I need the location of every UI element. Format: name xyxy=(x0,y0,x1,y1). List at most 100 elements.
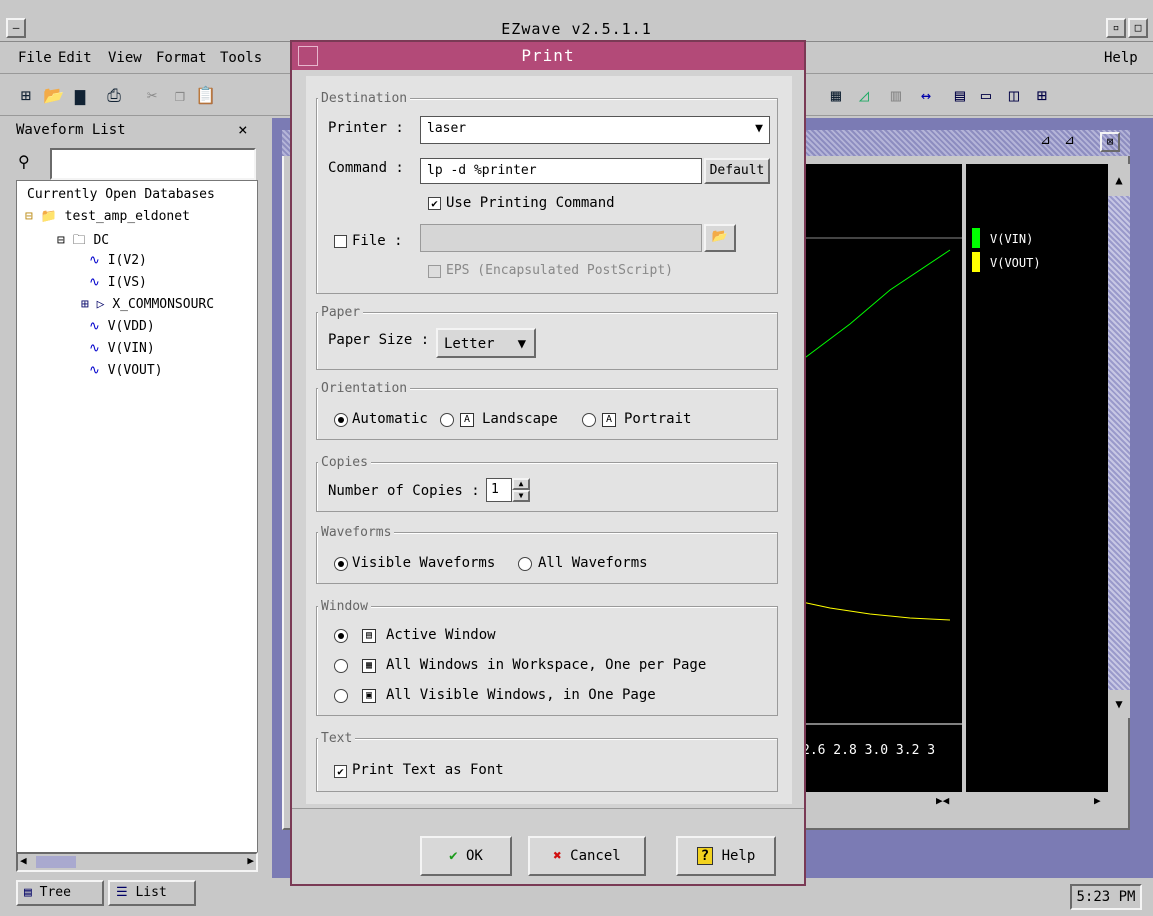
tree-item-db[interactable]: ⊟ 📁 test_amp_eldonet xyxy=(25,209,190,224)
binoculars-icon[interactable]: ⚲ xyxy=(18,152,30,171)
tab-label: Tree xyxy=(39,885,71,900)
help-label: Help xyxy=(721,848,756,864)
menu-view[interactable]: View xyxy=(108,50,142,66)
help-button[interactable]: ? Help xyxy=(676,836,776,876)
tree-item-subckt[interactable]: ⊞ ▷ X_COMMONSOURC xyxy=(81,297,214,312)
close-window-icon[interactable]: ⊠ xyxy=(1100,132,1120,152)
tab-list[interactable]: ☰ List xyxy=(108,880,196,906)
undock-icon[interactable]: ⊿ xyxy=(1064,133,1075,148)
tree-icon: ▤ xyxy=(24,885,32,900)
visible-windows-label: All Visible Windows, in One Page xyxy=(386,687,656,703)
file-checkbox[interactable] xyxy=(334,235,347,248)
print-text-as-font-checkbox[interactable]: ✔ xyxy=(334,765,347,778)
spin-up-icon[interactable]: ▲ xyxy=(512,478,530,490)
paper-group xyxy=(316,312,778,370)
save-icon[interactable]: ▆ xyxy=(74,86,86,106)
tile-icon[interactable]: ▤ xyxy=(954,86,966,106)
tree-root-label: Currently Open Databases xyxy=(27,187,215,202)
orientation-automatic-radio[interactable] xyxy=(334,413,348,427)
wave-icon: ∿ xyxy=(89,341,100,356)
default-button[interactable]: Default xyxy=(704,158,770,184)
use-printing-command-checkbox[interactable]: ✔ xyxy=(428,197,441,210)
menu-help[interactable]: Help xyxy=(1104,50,1138,66)
command-input[interactable]: lp -d %printer xyxy=(420,158,702,184)
ok-label: OK xyxy=(466,848,483,864)
tree-item-wave[interactable]: ∿ V(VDD) xyxy=(89,319,155,334)
tree-item-wave[interactable]: ∿ V(VIN) xyxy=(89,341,155,356)
visible-waveforms-label: Visible Waveforms xyxy=(352,555,496,571)
horizontal-scrollbar[interactable]: ◀ ▶ xyxy=(16,852,258,872)
vertical-scrollbar[interactable] xyxy=(1108,196,1130,716)
visible-windows-radio[interactable] xyxy=(334,689,348,703)
scrollbar-thumb[interactable] xyxy=(36,856,76,868)
file-input[interactable] xyxy=(420,224,702,252)
paste-icon[interactable]: 📋 xyxy=(195,86,217,106)
orientation-automatic-label: Automatic xyxy=(352,411,428,427)
copies-input[interactable]: 1 xyxy=(486,478,512,502)
scroll-right-icon[interactable]: ▶ xyxy=(1094,794,1101,807)
window-label: Window xyxy=(318,599,371,614)
print-icon[interactable]: ⎙ xyxy=(107,86,121,106)
number-of-copies-label: Number of Copies : xyxy=(328,483,480,499)
scroll-up-icon[interactable]: ▲ xyxy=(1108,164,1130,196)
restore-icon[interactable]: ⊿ xyxy=(1040,133,1051,148)
all-windows-radio[interactable] xyxy=(334,659,348,673)
tab-tree[interactable]: ▤ Tree xyxy=(16,880,104,906)
search-input[interactable] xyxy=(50,148,256,180)
maximize-button[interactable]: □ xyxy=(1128,18,1148,38)
menu-format[interactable]: Format xyxy=(156,50,207,66)
tree-label: I(V2) xyxy=(107,253,147,268)
close-icon[interactable]: × xyxy=(238,120,248,139)
legend-label[interactable]: V(VIN) xyxy=(990,232,1034,246)
tree-item-dc[interactable]: ⊟ 🗀 DC xyxy=(57,231,109,253)
tree-item-wave[interactable]: ∿ V(VOUT) xyxy=(89,363,163,378)
annotate-icon[interactable]: ▥ xyxy=(890,86,902,106)
legend-label[interactable]: V(VOUT) xyxy=(990,256,1041,270)
tree-label: X_COMMONSOURC xyxy=(112,297,215,312)
measure-icon[interactable]: ◿ xyxy=(858,86,870,106)
tree-label: V(VOUT) xyxy=(107,363,163,378)
spin-down-icon[interactable]: ▼ xyxy=(512,490,530,502)
dialog-menu-icon[interactable] xyxy=(298,46,318,66)
tile-grid-icon[interactable]: ⊞ xyxy=(1036,86,1048,106)
scroll-left-icon[interactable]: ◀ xyxy=(20,854,27,867)
text-label: Text xyxy=(318,731,356,746)
open-folder-icon[interactable]: 📂 xyxy=(43,86,65,106)
calculator-icon[interactable]: ▦ xyxy=(830,86,842,106)
printer-select[interactable]: laser ▼ xyxy=(420,116,770,144)
menu-file[interactable]: File xyxy=(18,50,52,66)
orientation-label: Orientation xyxy=(318,381,411,396)
text-group xyxy=(316,738,778,792)
cancel-button[interactable]: ✖ Cancel xyxy=(528,836,646,876)
copy-icon[interactable]: ❐ xyxy=(174,86,186,106)
dialog-title[interactable]: Print xyxy=(292,42,804,70)
all-waveforms-radio[interactable] xyxy=(518,557,532,571)
scroll-down-icon[interactable]: ▼ xyxy=(1108,690,1130,718)
window-menu-button[interactable]: — xyxy=(6,18,26,38)
database-tree: Currently Open Databases ⊟ 📁 test_amp_el… xyxy=(16,180,258,856)
tree-item-wave[interactable]: ∿ I(V2) xyxy=(89,253,147,268)
eps-checkbox[interactable] xyxy=(428,265,441,278)
tile-vertical-icon[interactable]: ◫ xyxy=(1008,86,1020,106)
minimize-button[interactable]: ▫ xyxy=(1106,18,1126,38)
menu-tools[interactable]: Tools xyxy=(220,50,263,66)
scroll-right-icon[interactable]: ▶ xyxy=(247,854,254,867)
menu-edit[interactable]: Edit xyxy=(58,50,92,66)
wave-icon: ∿ xyxy=(89,253,100,268)
x-tick-labels: 2.6 2.8 3.0 3.2 3 xyxy=(802,743,935,758)
orientation-landscape-radio[interactable] xyxy=(440,413,454,427)
help-icon: ? xyxy=(696,847,714,865)
browse-folder-icon[interactable]: 📂 xyxy=(704,224,736,252)
visible-waveforms-radio[interactable] xyxy=(334,557,348,571)
active-window-radio[interactable] xyxy=(334,629,348,643)
paper-size-select[interactable]: Letter ▼ xyxy=(436,328,536,358)
zoom-fit-icon[interactable]: ↔ xyxy=(920,86,932,106)
tile-horizontal-icon[interactable]: ▭ xyxy=(980,86,992,106)
ok-button[interactable]: ✔ OK xyxy=(420,836,512,876)
orientation-portrait-radio[interactable] xyxy=(582,413,596,427)
cut-icon[interactable]: ✂ xyxy=(146,86,158,106)
scroll-arrows-icon[interactable]: ▶◀ xyxy=(936,794,950,807)
tree-item-wave[interactable]: ∿ I(VS) xyxy=(89,275,147,290)
open-database-icon[interactable]: ⊞ xyxy=(20,86,32,106)
waveforms-label: Waveforms xyxy=(318,525,395,540)
